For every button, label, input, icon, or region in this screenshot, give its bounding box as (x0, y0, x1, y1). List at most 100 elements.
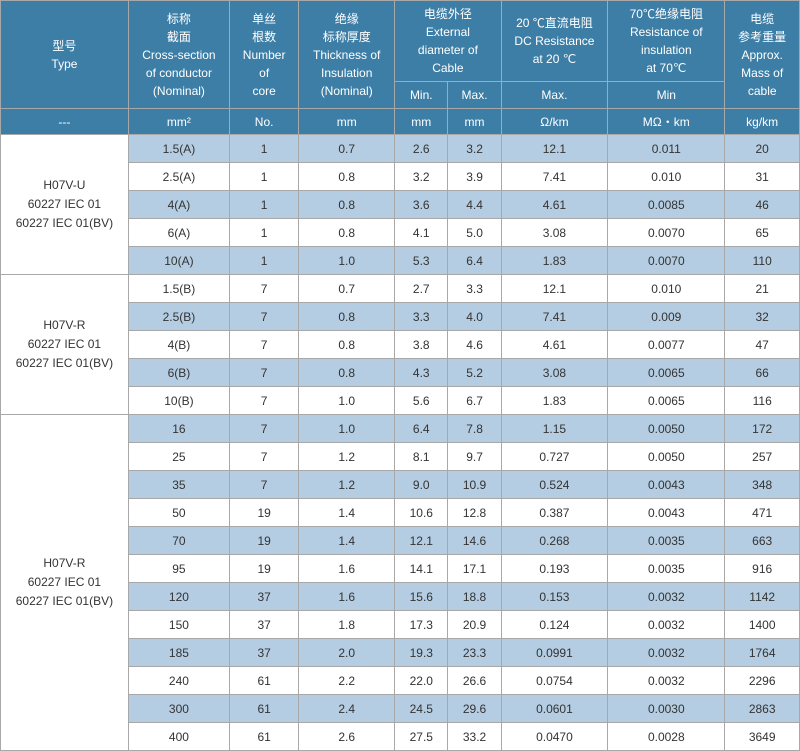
cell-dc-resistance: 1.15 (501, 415, 608, 443)
col-num-core: 单丝根数Numberofcore (230, 1, 299, 109)
cell-cross-section: 2.5(B) (128, 303, 229, 331)
cell-insulation: 1.6 (299, 555, 395, 583)
cell-diam-min: 4.1 (395, 219, 448, 247)
cell-cross-section: 400 (128, 723, 229, 751)
cell-insulation: 1.6 (299, 583, 395, 611)
cell-dc-resistance: 1.83 (501, 247, 608, 275)
cell-ins-resistance: 0.0032 (608, 639, 725, 667)
cell-mass: 31 (725, 163, 800, 191)
cell-diam-max: 10.9 (448, 471, 501, 499)
cell-diam-min: 10.6 (395, 499, 448, 527)
table-body: H07V-U60227 IEC 0160227 IEC 01(BV)1.5(A)… (1, 135, 800, 751)
cell-diam-max: 4.6 (448, 331, 501, 359)
cell-diam-max: 14.6 (448, 527, 501, 555)
cell-ins-resistance: 0.0035 (608, 555, 725, 583)
unit-mass: kg/km (725, 109, 800, 135)
cell-cross-section: 150 (128, 611, 229, 639)
cell-num-core: 7 (230, 331, 299, 359)
cell-insulation: 1.8 (299, 611, 395, 639)
cell-ins-resistance: 0.0032 (608, 667, 725, 695)
cell-diam-min: 5.3 (395, 247, 448, 275)
cell-diam-min: 5.6 (395, 387, 448, 415)
cell-ins-resistance: 0.0030 (608, 695, 725, 723)
cell-diam-min: 2.7 (395, 275, 448, 303)
cell-mass: 66 (725, 359, 800, 387)
cell-ins-resistance: 0.009 (608, 303, 725, 331)
cell-num-core: 61 (230, 695, 299, 723)
cell-mass: 348 (725, 471, 800, 499)
cell-cross-section: 2.5(A) (128, 163, 229, 191)
cell-dc-resistance: 0.524 (501, 471, 608, 499)
cell-insulation: 1.2 (299, 443, 395, 471)
cell-diam-min: 15.6 (395, 583, 448, 611)
col-mass: 电缆参考重量Approx.Mass ofcable (725, 1, 800, 109)
cell-cross-section: 6(B) (128, 359, 229, 387)
cell-diam-min: 3.8 (395, 331, 448, 359)
cell-insulation: 0.8 (299, 191, 395, 219)
cell-insulation: 0.7 (299, 275, 395, 303)
table-row: H07V-U60227 IEC 0160227 IEC 01(BV)1.5(A)… (1, 135, 800, 163)
cell-num-core: 1 (230, 219, 299, 247)
cell-insulation: 1.0 (299, 415, 395, 443)
cell-cross-section: 95 (128, 555, 229, 583)
cell-dc-resistance: 0.0991 (501, 639, 608, 667)
cell-ins-resistance: 0.0035 (608, 527, 725, 555)
cell-ins-resistance: 0.0085 (608, 191, 725, 219)
col-ir-min: Min (608, 82, 725, 109)
cell-diam-max: 3.3 (448, 275, 501, 303)
cell-diam-max: 4.4 (448, 191, 501, 219)
cell-diam-max: 9.7 (448, 443, 501, 471)
cell-cross-section: 6(A) (128, 219, 229, 247)
units-row: --- mm² No. mm mm mm Ω/km MΩ・km kg/km (1, 109, 800, 135)
cell-dc-resistance: 0.193 (501, 555, 608, 583)
cell-diam-max: 29.6 (448, 695, 501, 723)
cell-num-core: 61 (230, 723, 299, 751)
cell-diam-min: 9.0 (395, 471, 448, 499)
cell-diam-min: 6.4 (395, 415, 448, 443)
cell-num-core: 7 (230, 415, 299, 443)
col-dc-resistance: 20 ℃直流电阻DC Resistanceat 20 ℃ (501, 1, 608, 82)
cell-insulation: 2.6 (299, 723, 395, 751)
cell-cross-section: 4(A) (128, 191, 229, 219)
cell-insulation: 1.2 (299, 471, 395, 499)
cell-cross-section: 1.5(B) (128, 275, 229, 303)
cell-diam-max: 23.3 (448, 639, 501, 667)
cell-mass: 110 (725, 247, 800, 275)
cell-mass: 663 (725, 527, 800, 555)
cell-cross-section: 70 (128, 527, 229, 555)
unit-diam-min: mm (395, 109, 448, 135)
cable-spec-table: 型号Type 标称截面Cross-sectionof conductor(Nom… (0, 0, 800, 751)
cell-ins-resistance: 0.0032 (608, 611, 725, 639)
cell-diam-max: 33.2 (448, 723, 501, 751)
cell-cross-section: 35 (128, 471, 229, 499)
cell-insulation: 0.8 (299, 359, 395, 387)
cell-insulation: 0.8 (299, 219, 395, 247)
cell-ins-resistance: 0.0050 (608, 443, 725, 471)
cell-mass: 116 (725, 387, 800, 415)
cell-diam-max: 17.1 (448, 555, 501, 583)
cell-mass: 1142 (725, 583, 800, 611)
cell-mass: 32 (725, 303, 800, 331)
unit-ins-res: MΩ・km (608, 109, 725, 135)
cell-ins-resistance: 0.011 (608, 135, 725, 163)
cell-diam-min: 3.2 (395, 163, 448, 191)
col-ins-resistance: 70℃绝缘电阻Resistance ofinsulationat 70℃ (608, 1, 725, 82)
cell-cross-section: 4(B) (128, 331, 229, 359)
col-dc-max: Max. (501, 82, 608, 109)
cell-diam-max: 3.2 (448, 135, 501, 163)
cell-insulation: 0.8 (299, 163, 395, 191)
cell-num-core: 19 (230, 555, 299, 583)
cell-insulation: 2.4 (299, 695, 395, 723)
cell-diam-min: 14.1 (395, 555, 448, 583)
type-cell: H07V-R60227 IEC 0160227 IEC 01(BV) (1, 415, 129, 751)
cell-mass: 2863 (725, 695, 800, 723)
cell-insulation: 1.0 (299, 247, 395, 275)
cell-dc-resistance: 0.0754 (501, 667, 608, 695)
table-row: H07V-R60227 IEC 0160227 IEC 01(BV)1.5(B)… (1, 275, 800, 303)
cell-insulation: 1.4 (299, 499, 395, 527)
unit-insulation: mm (299, 109, 395, 135)
cell-mass: 46 (725, 191, 800, 219)
col-insulation: 绝缘标称厚度Thickness ofInsulation(Nominal) (299, 1, 395, 109)
cell-num-core: 19 (230, 527, 299, 555)
cell-num-core: 7 (230, 359, 299, 387)
